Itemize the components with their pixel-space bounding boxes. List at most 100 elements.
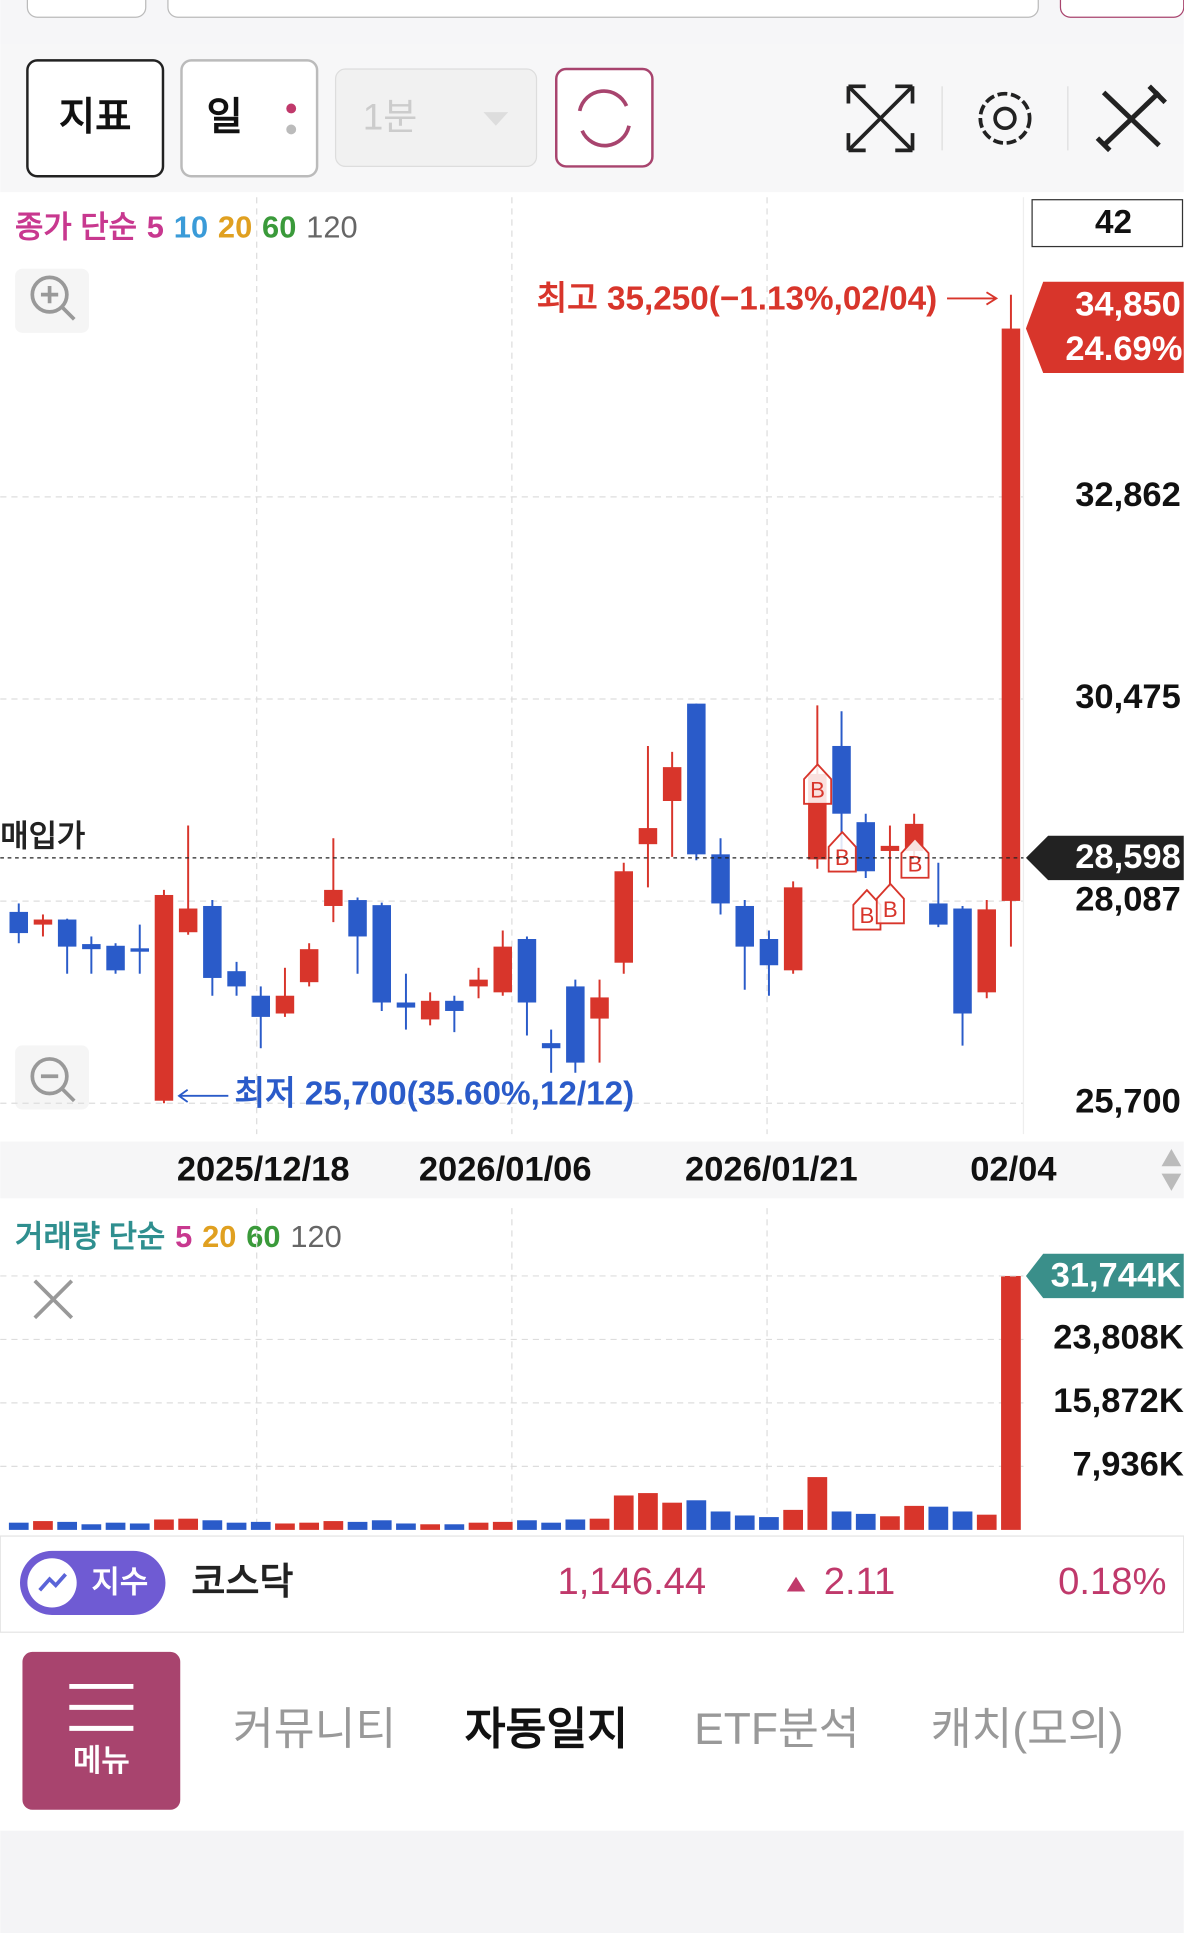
legend-item[interactable]: 60	[246, 1219, 280, 1254]
interval-select[interactable]	[334, 68, 538, 168]
volume-bar	[1001, 1275, 1021, 1530]
candle-body	[275, 995, 295, 1014]
candle-body	[711, 854, 730, 904]
candle-body	[493, 946, 512, 993]
candle-body	[396, 1002, 416, 1008]
legend-prefix: 종가 단순	[15, 209, 137, 244]
volume-bar	[855, 1513, 876, 1530]
low-annotation: 최저 25,700(35.60%,12/12)	[234, 1076, 634, 1113]
volume-bar	[880, 1516, 900, 1530]
index-bar	[0, 1535, 1184, 1633]
count-box	[1031, 199, 1184, 248]
current-label: 34,850	[1075, 285, 1181, 323]
candle-body	[57, 919, 77, 947]
volume-bar	[129, 1523, 150, 1530]
legend-item[interactable]: 10	[174, 209, 208, 244]
buy-marker-letter: B	[835, 845, 850, 870]
dot	[286, 103, 297, 114]
buy-marker-letter: B	[860, 903, 875, 928]
menu-label: 메뉴	[73, 1743, 130, 1778]
index-value: 1,146.44	[557, 1560, 706, 1603]
current-tag	[1025, 281, 1184, 373]
nav-item[interactable]: 커뮤니티	[233, 1705, 396, 1754]
legend-item[interactable]: 5	[147, 209, 164, 244]
legend-item[interactable]: 60	[262, 209, 296, 244]
volume-bar	[396, 1523, 416, 1530]
legend-item[interactable]: 120	[290, 1219, 341, 1254]
candle-body	[662, 767, 682, 801]
candle-body	[227, 971, 246, 987]
legend-item[interactable]: 5	[175, 1219, 192, 1254]
indicator-button[interactable]	[26, 59, 165, 178]
index-change: 2.11	[824, 1560, 896, 1603]
tools-icon[interactable]	[1095, 84, 1167, 153]
volume-layer: 7,936K 15,872K 23,808K 31,744K	[0, 1208, 1184, 1530]
purchase-label: 28,598	[1075, 838, 1181, 876]
candle-body	[977, 909, 996, 993]
volume-bar	[347, 1521, 368, 1530]
volume-bar	[299, 1522, 320, 1530]
menu-icon	[69, 1683, 134, 1731]
candle-body	[590, 997, 609, 1019]
top-button[interactable]	[26, 0, 147, 18]
legend-item[interactable]: 20	[202, 1219, 236, 1254]
high-arrow	[947, 291, 999, 306]
candle-body	[469, 979, 488, 987]
volume-bar	[976, 1514, 997, 1530]
ma-legend: 거래량 단순 5 20 60 120	[15, 1219, 342, 1254]
settings-icon-core	[993, 106, 1017, 131]
fullscreen-icon[interactable]	[846, 84, 915, 153]
zoom-in-icon	[30, 275, 69, 314]
up-arrow	[786, 1576, 806, 1592]
high-annotation: 최고 35,250(−1.13%,02/04)	[537, 281, 938, 318]
candle-body	[154, 894, 174, 1101]
volume-bar	[613, 1495, 634, 1530]
top-button[interactable]	[1059, 0, 1184, 18]
volume-bar	[928, 1506, 949, 1530]
buy-marker-letter: B	[908, 851, 923, 876]
volume-bar	[831, 1511, 852, 1530]
volume-bar	[468, 1522, 489, 1530]
x-tick-label: 2025/12/18	[177, 1150, 350, 1188]
volume-bar	[492, 1521, 513, 1530]
buy-marker	[900, 836, 930, 879]
x-tick-label: 2026/01/21	[685, 1150, 858, 1188]
nav-item[interactable]: 캐치(모의)	[931, 1705, 1124, 1754]
nav-item[interactable]: 자동일지	[465, 1705, 628, 1754]
refresh-icon	[577, 89, 631, 148]
candle-body	[517, 939, 537, 1003]
index-change-pct: 0.18%	[1058, 1560, 1166, 1603]
bottom-area	[0, 1830, 1184, 1933]
badge-label: 지수	[92, 1564, 149, 1599]
candle-body	[638, 828, 658, 845]
buy-marker-letter: B	[883, 897, 898, 922]
volume-bar	[638, 1493, 658, 1530]
close-icon[interactable]	[33, 1279, 74, 1320]
y-tick-label: 25,700	[1075, 1082, 1181, 1120]
purchase-tag	[1025, 835, 1184, 881]
legend-item[interactable]: 120	[306, 209, 357, 244]
volume-bar	[178, 1518, 199, 1530]
low-arrow	[177, 1088, 229, 1103]
x-tick-label: 2026/01/06	[419, 1150, 592, 1188]
y-tick-label: 7,936K	[1072, 1446, 1183, 1484]
legend-item[interactable]: 20	[218, 209, 252, 244]
nav-item[interactable]: ETF분석	[694, 1705, 859, 1754]
interval-label: 1분	[363, 96, 418, 137]
refresh-button[interactable]	[555, 67, 654, 168]
candle-body	[929, 903, 948, 925]
candle-body	[372, 905, 391, 1003]
dot	[286, 124, 297, 135]
candle-body	[82, 944, 101, 950]
search-field[interactable]	[167, 0, 1039, 18]
volume-bar	[33, 1521, 53, 1530]
candle-body	[541, 1043, 561, 1049]
zoom-out-icon	[40, 1074, 76, 1103]
candle-body	[759, 939, 779, 966]
y-tick-label: 15,872K	[1053, 1382, 1184, 1420]
candle-body	[953, 908, 972, 1014]
scroll-icon[interactable]	[1161, 1148, 1182, 1191]
settings-icon[interactable]	[978, 91, 1032, 145]
period-button[interactable]	[180, 59, 319, 178]
